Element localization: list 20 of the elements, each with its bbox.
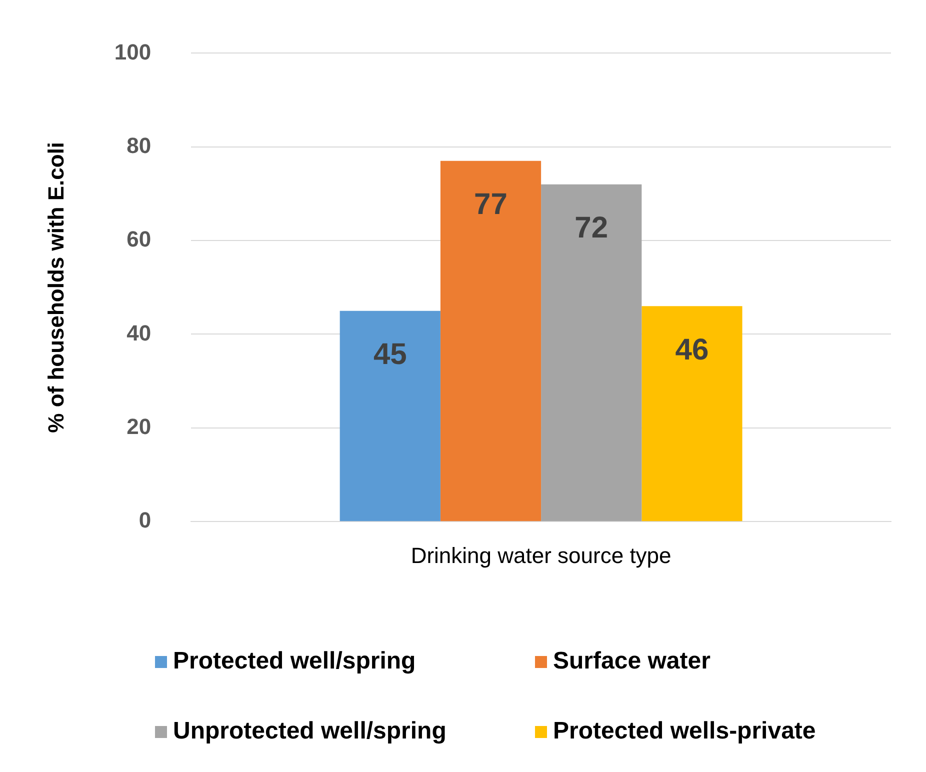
y-tick-label: 100 — [114, 39, 152, 64]
bar — [642, 306, 742, 522]
bar — [440, 160, 542, 522]
y-tick-label: 60 — [126, 226, 152, 252]
x-tick-label: Drinking water source type — [410, 542, 672, 568]
y-tick-label: 20 — [126, 414, 152, 439]
bar — [541, 184, 642, 522]
data-label: 77 — [474, 188, 508, 222]
data-label: 45 — [373, 338, 407, 372]
data-label: 72 — [574, 212, 608, 245]
legend-label: Surface water — [553, 648, 710, 675]
legend-label: Protected wells-private — [553, 718, 816, 745]
legend-label: Protected well/spring — [173, 648, 416, 675]
y-tick-label: 80 — [126, 132, 152, 158]
bar — [340, 310, 440, 522]
legend-label: Unprotected well/spring — [173, 718, 446, 745]
data-label: 46 — [675, 333, 709, 366]
y-axis-title: % of households with E.coli — [43, 142, 68, 433]
y-tick-label: 0 — [138, 508, 152, 533]
y-tick-label: 40 — [126, 320, 152, 346]
